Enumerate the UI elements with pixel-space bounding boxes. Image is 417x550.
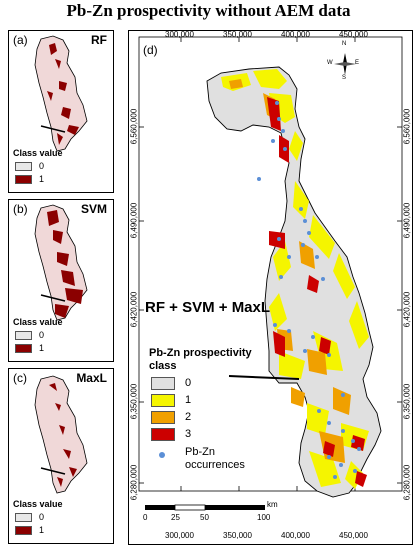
x-tick-top-2: 400,000: [281, 30, 310, 39]
class-1-swatch: [15, 344, 32, 353]
scale-label-50: 50: [200, 513, 209, 522]
legend-title: Pb-Zn prospectivity class: [149, 347, 252, 372]
x-tick-bottom-2: 400,000: [281, 531, 310, 540]
legend-occurrences-label: Pb-Zn occurrences: [185, 446, 245, 471]
y-tick-left-3: 6,350,000: [129, 383, 139, 420]
panel-b-method: SVM: [80, 202, 107, 216]
compass-e: E: [355, 60, 360, 66]
scale-label-0: 0: [143, 513, 148, 522]
compass-s: S: [342, 75, 347, 81]
occurrence-points: [257, 101, 361, 479]
class-1-label: 1: [39, 343, 45, 353]
panel-c-legend-title: Class value: [13, 499, 63, 509]
rf-map: [34, 35, 88, 152]
model-combination-label: RF + SVM + MaxL: [145, 299, 271, 316]
legend-class-2-label: 2: [185, 411, 192, 423]
y-tick-right-2: 6,420,000: [402, 291, 412, 328]
class-1-label: 1: [39, 174, 45, 184]
svm-map: [34, 204, 88, 321]
scale-unit: km: [267, 500, 278, 509]
legend-class-1-swatch: [151, 394, 175, 407]
legend-class-1-label: 1: [185, 394, 192, 406]
panel-d-combined: (d) 300,000 350,000 400,000 450,000 300,…: [128, 30, 413, 545]
panel-a-rf: (a) RF Class value 0 1: [8, 30, 114, 193]
panel-d-tag: (d): [143, 43, 158, 57]
panel-b-legend-title: Class value: [13, 317, 63, 327]
panel-c-method: MaxL: [76, 371, 107, 385]
panel-a-legend-title: Class value: [13, 148, 63, 158]
class-0-label: 0: [39, 330, 45, 340]
x-tick-bottom-3: 450,000: [339, 531, 368, 540]
scale-bar-graphic: [145, 504, 265, 511]
x-tick-top-1: 350,000: [223, 30, 252, 39]
class-0-swatch: [15, 162, 32, 171]
occurrence-dot-icon: [159, 452, 165, 458]
y-tick-left-1: 6,490,000: [129, 202, 139, 239]
panel-b-tag: (b): [13, 202, 28, 216]
north-arrow-icon: N S E W: [327, 41, 360, 81]
y-tick-left-0: 6,560,000: [129, 108, 139, 145]
compass-w: W: [327, 60, 333, 66]
figure-title: Pb-Zn prospectivity without AEM data: [66, 1, 351, 20]
y-tick-left-4: 6,280,000: [129, 464, 139, 501]
class-1-label: 1: [39, 525, 45, 535]
x-tick-top-3: 450,000: [339, 30, 368, 39]
legend-class-3-label: 3: [185, 428, 192, 440]
y-tick-right-4: 6,280,000: [402, 464, 412, 501]
combined-map: [138, 36, 403, 498]
y-tick-right-1: 6,490,000: [402, 202, 412, 239]
panel-a-method: RF: [91, 33, 107, 47]
class-0-label: 0: [39, 512, 45, 522]
panel-c-maxl: (c) MaxL Class value 0 1: [8, 368, 114, 544]
x-tick-top-0: 300,000: [165, 30, 194, 39]
compass-rose-icon: [334, 53, 356, 75]
legend-class-2-swatch: [151, 411, 175, 424]
y-tick-left-2: 6,420,000: [129, 291, 139, 328]
grid-ticks: [139, 37, 402, 491]
legend-class-0-swatch: [151, 377, 175, 390]
class-0-swatch: [15, 513, 32, 522]
legend-class-3-swatch: [151, 428, 175, 441]
maxl-map: [34, 375, 88, 494]
class-3-areas: [267, 97, 367, 487]
y-tick-right-3: 6,350,000: [402, 383, 412, 420]
class-1-swatch: [15, 526, 32, 535]
scale-bar: 0 25 50 100 km: [143, 500, 278, 524]
scale-label-25: 25: [171, 513, 180, 522]
panel-c-tag: (c): [13, 371, 27, 385]
class-1-swatch: [15, 175, 32, 184]
legend-class-0-label: 0: [185, 377, 192, 389]
panel-b-svm: (b) SVM Class value 0 1: [8, 199, 114, 362]
compass-n: N: [342, 41, 347, 47]
class-1-areas: [221, 69, 369, 489]
y-tick-right-0: 6,560,000: [402, 108, 412, 145]
scale-label-100: 100: [257, 513, 271, 522]
x-tick-bottom-0: 300,000: [165, 531, 194, 540]
panel-a-tag: (a): [13, 33, 28, 47]
class-0-label: 0: [39, 161, 45, 171]
class-0-swatch: [15, 331, 32, 340]
x-tick-bottom-1: 350,000: [223, 531, 252, 540]
